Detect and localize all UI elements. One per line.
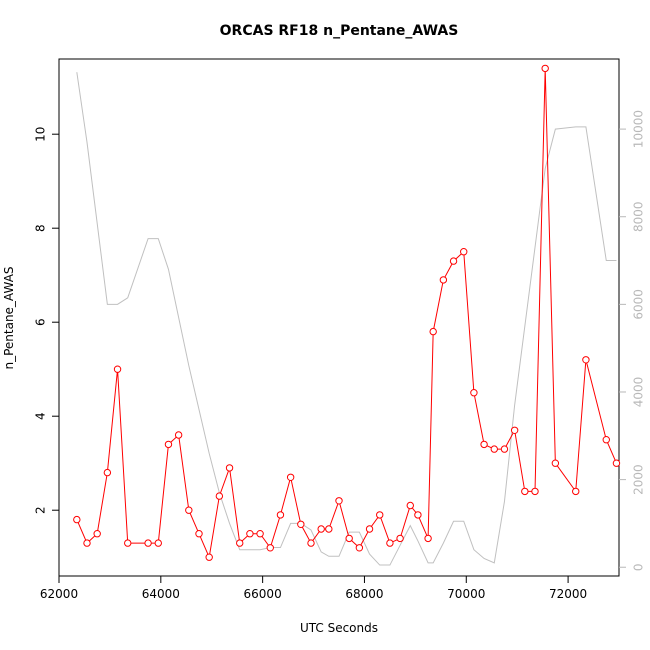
x-axis-label: UTC Seconds (300, 621, 378, 635)
y2-tick-label: 8000 (632, 201, 646, 232)
y-tick-label: 6 (34, 318, 48, 326)
data-point (500, 445, 509, 453)
data-point (154, 539, 162, 547)
series-layer (73, 64, 621, 566)
data-point (572, 487, 580, 496)
y-tick-label: 4 (34, 412, 48, 420)
data-point (345, 534, 353, 543)
data-point (225, 464, 234, 472)
data-point (414, 511, 422, 519)
data-point (266, 544, 274, 552)
data-point (205, 553, 213, 561)
data-point (144, 539, 152, 547)
data-point (541, 64, 549, 73)
data-point (429, 327, 437, 336)
data-point (551, 459, 560, 467)
data-point (480, 440, 488, 449)
data-point (256, 530, 264, 538)
y-tick-label: 2 (34, 506, 48, 514)
plot-frame (58, 58, 620, 577)
data-point (286, 473, 295, 481)
data-point (376, 511, 384, 519)
data-point (612, 459, 621, 467)
x-axis: 62000 64000 66000 68000 70000 72000 (40, 576, 587, 601)
data-point (490, 445, 498, 453)
data-point (335, 497, 343, 505)
data-point (602, 436, 610, 444)
data-point (355, 544, 364, 552)
data-point (113, 365, 122, 373)
data-point (93, 530, 101, 538)
data-point (307, 539, 315, 547)
data-point (276, 511, 285, 519)
data-point (185, 506, 193, 514)
data-point (396, 534, 404, 543)
data-point (103, 468, 112, 477)
x-tick-label: 68000 (345, 587, 383, 601)
data-point (73, 515, 81, 524)
data-point (582, 356, 590, 364)
y-tick-label: 10 (34, 127, 48, 142)
x-tick-label: 62000 (40, 587, 78, 601)
data-point (317, 525, 325, 533)
data-point (236, 539, 244, 547)
data-point (124, 539, 132, 547)
y2-tick-label: 2000 (632, 464, 646, 495)
series-line-left (76, 68, 617, 559)
x-tick-label: 70000 (447, 587, 485, 601)
data-point (460, 248, 468, 256)
data-point (195, 530, 203, 538)
data-point (470, 389, 478, 397)
y-axis-right: 0 2000 4000 6000 8000 10000 (619, 110, 646, 571)
data-point (325, 525, 333, 533)
y2-tick-label: 10000 (632, 110, 646, 148)
data-point (531, 487, 539, 496)
y2-tick-label: 4000 (632, 377, 646, 408)
data-point (246, 530, 254, 538)
data-point (510, 426, 519, 434)
x-tick-label: 64000 (142, 587, 180, 601)
y2-tick-label: 6000 (632, 289, 646, 320)
data-point (521, 487, 529, 496)
x-tick-label: 66000 (244, 587, 282, 601)
data-point (386, 539, 394, 547)
data-point (424, 534, 432, 543)
data-point (215, 492, 224, 500)
y2-tick-label: 0 (632, 563, 646, 571)
data-point (449, 257, 458, 265)
data-point (83, 539, 91, 547)
data-point (164, 440, 173, 449)
y-tick-label: 8 (34, 224, 48, 232)
x-tick-label: 72000 (549, 587, 587, 601)
data-point (174, 431, 183, 439)
data-point (365, 525, 374, 533)
data-point (406, 501, 414, 510)
data-point (297, 520, 305, 528)
y-axis-left: 2 4 6 8 10 (34, 127, 59, 514)
chart-title: ORCAS RF18 n_Pentane_AWAS (220, 23, 459, 39)
data-point (439, 276, 448, 284)
y-axis-label: n_Pentane_AWAS (2, 266, 16, 369)
